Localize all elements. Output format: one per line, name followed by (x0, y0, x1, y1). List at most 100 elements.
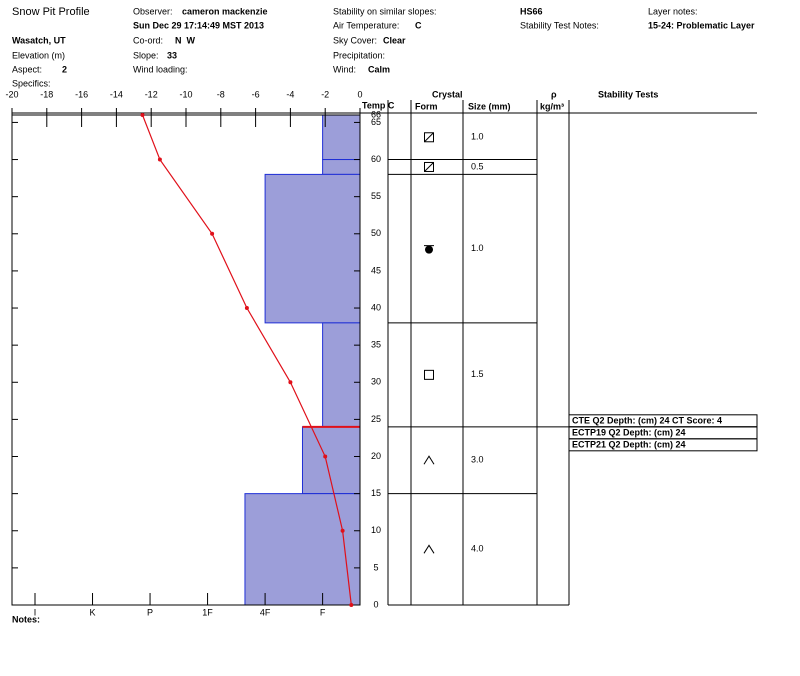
crystal-form (424, 132, 434, 143)
elevation-label: Elevation (m) (12, 50, 65, 60)
temp-tick-label: -16 (75, 89, 88, 99)
hardness-tick-label: P (147, 607, 153, 617)
observer-label: Observer: (133, 6, 173, 16)
temperature-point (140, 113, 145, 117)
crystal-form (424, 369, 434, 380)
form-header: Form (415, 101, 438, 111)
precip-label: Precipitation: (333, 50, 385, 60)
grain-size: 4.0 (471, 544, 484, 554)
stability-label: Stability on similar slopes: (333, 6, 437, 16)
layer-notes-label: Layer notes: (648, 6, 698, 16)
temp-label: Temp C (362, 100, 395, 110)
temperature-point (288, 380, 293, 385)
air-temp-label: Air Temperature: (333, 20, 399, 30)
height-tick-label: 5 (373, 562, 378, 572)
slope-label: Slope: (133, 50, 159, 60)
height-tick-label: 40 (371, 302, 381, 312)
grain-size: 1.0 (471, 132, 484, 142)
stability-test: CTE Q2 Depth: (cm) 24 CT Score: 4 (572, 416, 722, 426)
grain-size: 1.0 (471, 243, 484, 253)
temperature-line (141, 114, 352, 606)
temp-tick-label: -6 (252, 89, 260, 99)
temp-tick-label: 0 (357, 89, 362, 99)
aspect-label: Aspect: (12, 64, 42, 74)
height-tick-label: 45 (371, 265, 381, 275)
hardness-layer (244, 493, 361, 606)
density-unit: kg/m³ (540, 101, 564, 111)
hardness-layer (322, 322, 361, 428)
height-tick-label: 25 (371, 414, 381, 424)
height-tick-label: 35 (371, 340, 381, 350)
temperature-point (340, 528, 345, 533)
temp-tick-label: -20 (5, 89, 18, 99)
size-header: Size (mm) (468, 101, 511, 111)
height-tick-label: 60 (371, 154, 381, 164)
tests-header: Stability Tests (598, 89, 658, 99)
crystal-form (423, 455, 435, 465)
height-tick-label: 0 (373, 599, 378, 609)
stability-notes-label: Stability Test Notes: (520, 20, 599, 30)
layer-notes: 15-24: Problematic Layer (648, 20, 755, 30)
sky-value: Clear (383, 35, 406, 45)
temperature-point (210, 231, 215, 236)
hardness-tick-label: 1F (202, 607, 213, 617)
rho-header: ρ (551, 89, 557, 99)
crystal-form (424, 161, 434, 172)
temp-tick-label: -18 (40, 89, 53, 99)
temperature-point (323, 454, 328, 459)
observer-value: cameron mackenzie (182, 6, 268, 16)
hardness-layer (322, 159, 361, 175)
coord-value: N W (175, 35, 196, 45)
title: Snow Pit Profile (12, 6, 90, 18)
hardness-tick-label: 4F (260, 607, 271, 617)
hardness-layer (264, 173, 361, 324)
hardness-layer (322, 114, 361, 161)
hardness-tick-label: F (320, 607, 326, 617)
aspect-value: 2 (62, 64, 67, 74)
temp-tick-label: -14 (110, 89, 123, 99)
hardness-tick-label: K (90, 607, 96, 617)
height-tick-label: 20 (371, 451, 381, 461)
temp-tick-label: -2 (321, 89, 329, 99)
height-tick-label: 10 (371, 525, 381, 535)
temperature-point (349, 603, 354, 607)
height-tick-label: 55 (371, 191, 381, 201)
temp-tick-label: -8 (217, 89, 225, 99)
specifics-label: Specifics: (12, 78, 51, 88)
height-tick-label: 66 (371, 109, 381, 119)
wind-value: Calm (368, 64, 390, 74)
sky-label: Sky Cover: (333, 35, 377, 45)
height-tick-label: 50 (371, 228, 381, 238)
wind-label: Wind: (333, 64, 356, 74)
slope-value: 33 (167, 50, 177, 60)
air-temp-value: C (415, 20, 422, 30)
temp-tick-label: -4 (286, 89, 294, 99)
height-tick-label: 30 (371, 377, 381, 387)
hardness-tick-label: I (34, 607, 37, 617)
notes-label: Notes: (12, 614, 40, 624)
crystal-form (424, 162, 434, 172)
stability-test: ECTP21 Q2 Depth: (cm) 24 (572, 440, 686, 450)
wind-loading-label: Wind loading: (133, 64, 188, 74)
datetime: Sun Dec 29 17:14:49 MST 2013 (133, 20, 264, 30)
grain-size: 0.5 (471, 161, 484, 171)
coord-label: Co-ord: (133, 35, 163, 45)
crystal-form (423, 544, 435, 554)
grain-size: 1.5 (471, 369, 484, 379)
location: Wasatch, UT (12, 35, 66, 45)
hs: HS66 (520, 6, 543, 16)
height-tick-label: 15 (371, 488, 381, 498)
temp-tick-label: -10 (179, 89, 192, 99)
crystal-header: Crystal (432, 89, 463, 99)
grain-size: 3.0 (471, 455, 484, 465)
stability-test: ECTP19 Q2 Depth: (cm) 24 (572, 428, 686, 438)
crystal-form (424, 132, 434, 143)
test-row (568, 438, 758, 452)
temp-tick-label: -12 (145, 89, 158, 99)
crystal-form (425, 245, 433, 254)
height-tick-label: 65 (371, 117, 381, 127)
temperature-point (244, 306, 249, 311)
temperature-point (157, 157, 162, 162)
